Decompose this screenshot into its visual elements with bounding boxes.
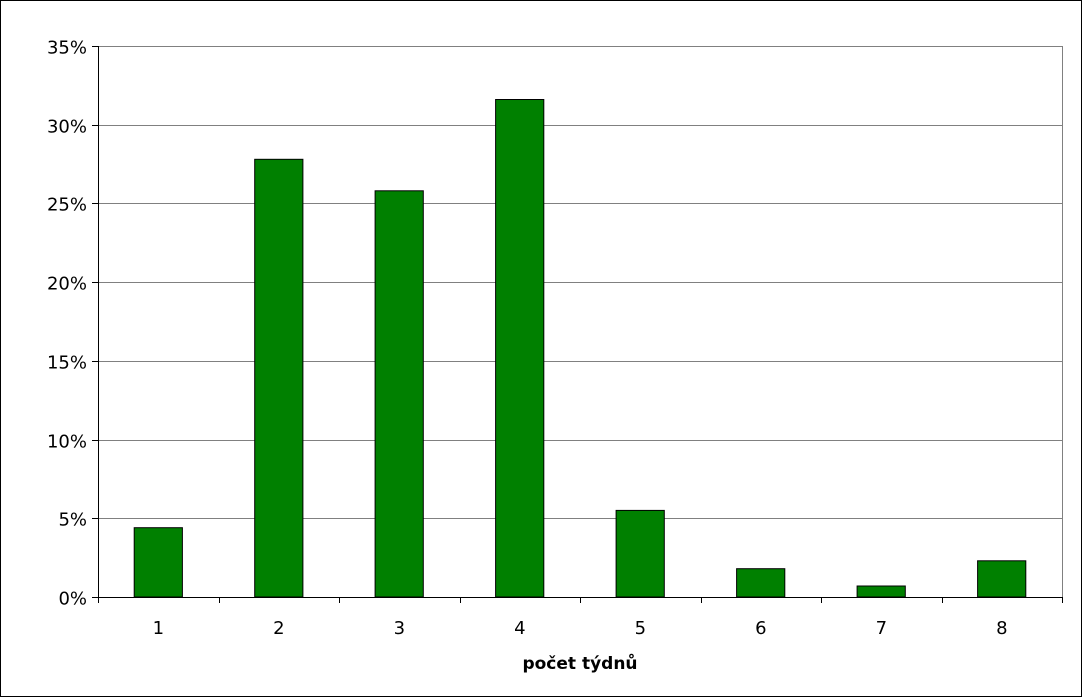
y-tick-label: 30% bbox=[47, 117, 87, 138]
y-tick-label: 35% bbox=[47, 38, 87, 59]
y-tick-label: 15% bbox=[47, 353, 87, 374]
x-tick-label: 7 bbox=[876, 618, 887, 639]
x-tick-label: 6 bbox=[755, 618, 766, 639]
x-tick-label: 8 bbox=[996, 618, 1007, 639]
y-tick-label: 20% bbox=[47, 274, 87, 295]
x-axis-title: počet týdnů bbox=[522, 652, 637, 674]
bar bbox=[856, 585, 906, 598]
x-tick-label: 4 bbox=[514, 618, 525, 639]
bars bbox=[133, 99, 1027, 598]
bar bbox=[254, 158, 304, 598]
bar bbox=[374, 190, 424, 598]
x-tick-label: 3 bbox=[394, 618, 405, 639]
bar bbox=[615, 509, 665, 598]
bar bbox=[736, 568, 786, 598]
y-tick-label: 0% bbox=[58, 589, 87, 610]
bar bbox=[133, 527, 183, 598]
axes bbox=[98, 46, 1063, 598]
bar bbox=[977, 560, 1027, 598]
x-tick-label: 2 bbox=[273, 618, 284, 639]
x-tick-labels: 1 2 3 4 5 6 7 8 bbox=[98, 597, 1063, 639]
bar bbox=[495, 99, 545, 598]
y-tick-label: 5% bbox=[58, 510, 87, 531]
x-tick-label: 5 bbox=[635, 618, 646, 639]
y-tick-labels: 0% 5% 10% 15% 20% 25% 30% 35% bbox=[47, 38, 98, 610]
x-tick-label: 1 bbox=[153, 618, 164, 639]
grid-lines bbox=[98, 46, 1063, 597]
y-tick-label: 10% bbox=[47, 432, 87, 453]
y-tick-label: 25% bbox=[47, 195, 87, 216]
